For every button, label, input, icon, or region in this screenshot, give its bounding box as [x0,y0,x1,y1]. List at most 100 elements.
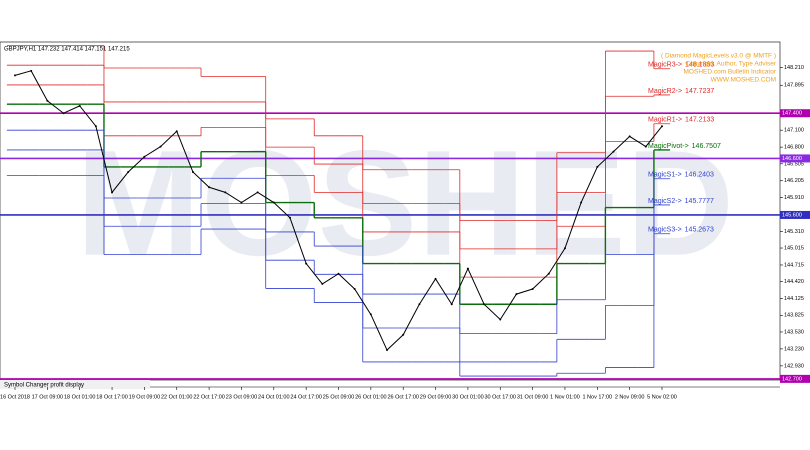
level-value: 145.2673 [685,227,714,234]
price-point [531,288,534,290]
x-tick-label: 1 Nov 01:00 [550,394,580,400]
price-point [62,112,65,115]
level-name: MagicPivot-> [648,143,689,150]
level-tag [780,154,810,163]
x-tick-label: 22 Oct 01:00 [161,394,193,400]
watermark: MOSHED [76,119,734,287]
price-point [369,313,372,316]
level-value: 147.2133 [685,117,714,124]
price-point [127,171,130,173]
price-point [240,201,243,204]
price-point [78,104,81,107]
price-point [515,293,518,296]
price-point [94,125,97,128]
y-tick-label: 143.230 [784,346,804,352]
price-point [224,191,227,194]
price-point [547,272,550,275]
price-point [628,135,631,138]
level-value: 145.7777 [685,198,714,205]
price-point [337,272,340,275]
level-tag [780,109,810,118]
price-point [321,282,324,285]
y-tick-label: 147.100 [784,128,804,134]
price-point [353,288,356,290]
y-tick-label: 144.420 [784,279,804,285]
price-point [434,277,437,280]
price-point [596,165,599,168]
price-point [644,145,647,148]
price-point [418,303,421,306]
x-tick-label: 16 Oct 2018 [0,394,30,400]
y-tick-label: 145.015 [784,245,804,251]
price-point [612,150,615,153]
price-point [175,130,178,133]
price-point [661,125,663,128]
y-tick-label: 145.910 [784,195,804,201]
level-tag [780,210,810,219]
x-tick-label: 2 Nov 09:00 [615,394,645,400]
y-tick-label: 143.530 [784,329,804,335]
x-tick-label: 5 Nov 02:00 [647,394,677,400]
x-tick-label: 18 Oct 01:00 [64,394,96,400]
level-tag-label: 142.700 [782,376,802,382]
price-point [402,333,405,336]
level-tag [780,374,810,383]
x-tick-label: 31 Oct 09:00 [517,394,549,400]
level-name: MagicR1-> [648,117,682,124]
price-point [450,303,453,306]
annotation: ( Diamond MagicLevels v3.0 @ MMTF ) [661,53,776,60]
level-value: 148.1863 [685,62,714,69]
price-point [386,349,389,352]
price-point [14,74,16,77]
x-tick-label: 26 Oct 17:00 [387,394,419,400]
level-value: 146.7507 [692,143,721,150]
y-tick-label: 146.505 [784,161,804,167]
footer: Symbol Changer profit display [4,383,84,389]
level-name: MagicS3-> [648,227,682,234]
x-tick-label: 30 Oct 17:00 [485,394,517,400]
annotation: MOSHED.com Bulletin Indicator [684,69,777,76]
level-value: 146.2403 [685,172,714,179]
y-tick-label: 147.895 [784,83,804,89]
annotation: WWW.MOSHED.COM [711,77,776,84]
price-point [499,318,502,321]
level-tag-label: 146.600 [782,156,802,162]
price-point [191,171,194,173]
price-point [466,267,469,270]
x-tick-label: 19 Oct 09:00 [129,394,161,400]
x-tick-label: 26 Oct 01:00 [355,394,387,400]
level-tag-label: 145.600 [782,212,802,218]
x-tick-label: 24 Oct 01:00 [258,394,290,400]
x-tick-label: 25 Oct 09:00 [323,394,355,400]
x-tick-label: 29 Oct 09:00 [420,394,452,400]
level-tag-label: 147.400 [782,111,802,117]
level-name: MagicR2-> [648,88,682,95]
x-tick-label: 24 Oct 17:00 [290,394,322,400]
x-tick-label: 18 Oct 17:00 [96,394,128,400]
price-point [580,201,583,204]
plot-frame [0,41,781,381]
y-tick-label: 145.310 [784,229,804,235]
level-name: MagicS2-> [648,198,682,205]
x-tick-label: 22 Oct 17:00 [193,394,225,400]
level-value: 147.7237 [685,88,714,95]
price-point [159,145,162,148]
price-point [30,69,33,72]
chart-title: GBPJPY,H1 147.232 147.414 147.151 147.21… [4,47,130,53]
price-point [272,201,275,204]
y-tick-label: 148.210 [784,65,804,71]
price-point [208,186,211,189]
y-tick-label: 144.715 [784,262,804,268]
y-tick-label: 146.205 [784,178,804,184]
level-name: MagicR3-> [648,62,682,69]
x-tick-label: 23 Oct 09:00 [226,394,258,400]
price-point [563,247,566,250]
price-point [305,262,308,265]
y-tick-label: 142.930 [784,363,804,369]
price-point [288,216,291,219]
price-point [483,303,486,306]
y-tick-label: 144.125 [784,296,804,302]
price-point [46,99,49,102]
x-tick-label: 1 Nov 17:00 [582,394,612,400]
